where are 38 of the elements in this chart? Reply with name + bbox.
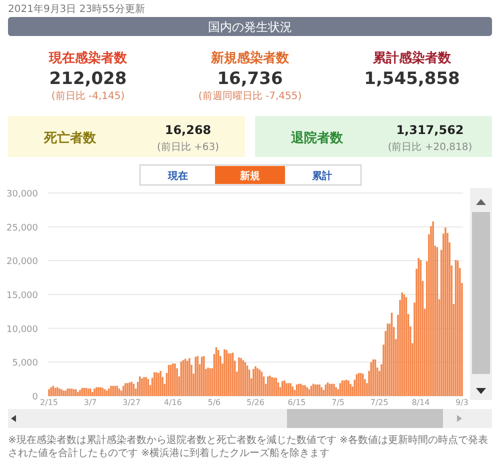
x-tick-label: 2/15 xyxy=(40,398,58,407)
x-tick-label: 9/3 xyxy=(456,398,468,407)
text: (前週同曜日比 -7,455) xyxy=(198,90,302,102)
text: 新規 xyxy=(239,170,260,182)
y-tick-label: 10,000 xyxy=(6,324,38,335)
text: 累計 xyxy=(311,170,332,182)
y-tick-label: 30,000 xyxy=(6,190,38,200)
text: (前日比 +63) xyxy=(156,141,220,153)
x-tick-label: 5/26 xyxy=(246,398,264,407)
x-tick-label: 6/15 xyxy=(288,398,306,407)
x-tick-label: 7/5 xyxy=(332,398,345,407)
text: 16,736 xyxy=(217,69,283,89)
y-tick-label: 0 xyxy=(32,392,38,402)
text: 現在感染者数 xyxy=(48,50,128,66)
y-tick-label: 25,000 xyxy=(6,223,38,234)
x-tick-label: 8/14 xyxy=(412,398,430,407)
x-tick-label: 3/27 xyxy=(122,398,141,407)
text: (前日比 +20,818) xyxy=(388,141,472,153)
text: 2021年9月3日 23時55分更新 xyxy=(8,3,145,15)
text: 1,317,562 xyxy=(396,123,464,137)
text: 退院者数 xyxy=(290,130,344,146)
text: 累計感染者数 xyxy=(372,50,452,66)
x-tick-label: 5/6 xyxy=(208,398,221,407)
text: 死亡者数 xyxy=(43,130,97,146)
x-tick-label: 4/16 xyxy=(164,398,182,407)
text: 212,028 xyxy=(49,69,127,89)
text: ※現在感染者数は累計感染者数から退院者数と死亡者数を減じた数値です ※各数値は更新時間の時点で発表された値を合計したものです ※横浜港に到着したクルーズ船を除きます xyxy=(8,434,489,460)
text: (前日比 -4,145) xyxy=(51,90,125,102)
y-tick-label: 5,000 xyxy=(12,358,38,369)
text: 現在 xyxy=(167,170,188,182)
text: 16,268 xyxy=(164,123,212,137)
x-tick-label: 3/7 xyxy=(84,398,97,407)
text: 新規感染者数 xyxy=(210,50,290,66)
y-tick-label: 20,000 xyxy=(6,257,38,268)
x-tick-label: 7/25 xyxy=(370,398,388,407)
text: 1,545,858 xyxy=(364,69,460,89)
y-tick-label: 15,000 xyxy=(6,291,38,301)
text: 国内の発生状況 xyxy=(208,20,292,34)
